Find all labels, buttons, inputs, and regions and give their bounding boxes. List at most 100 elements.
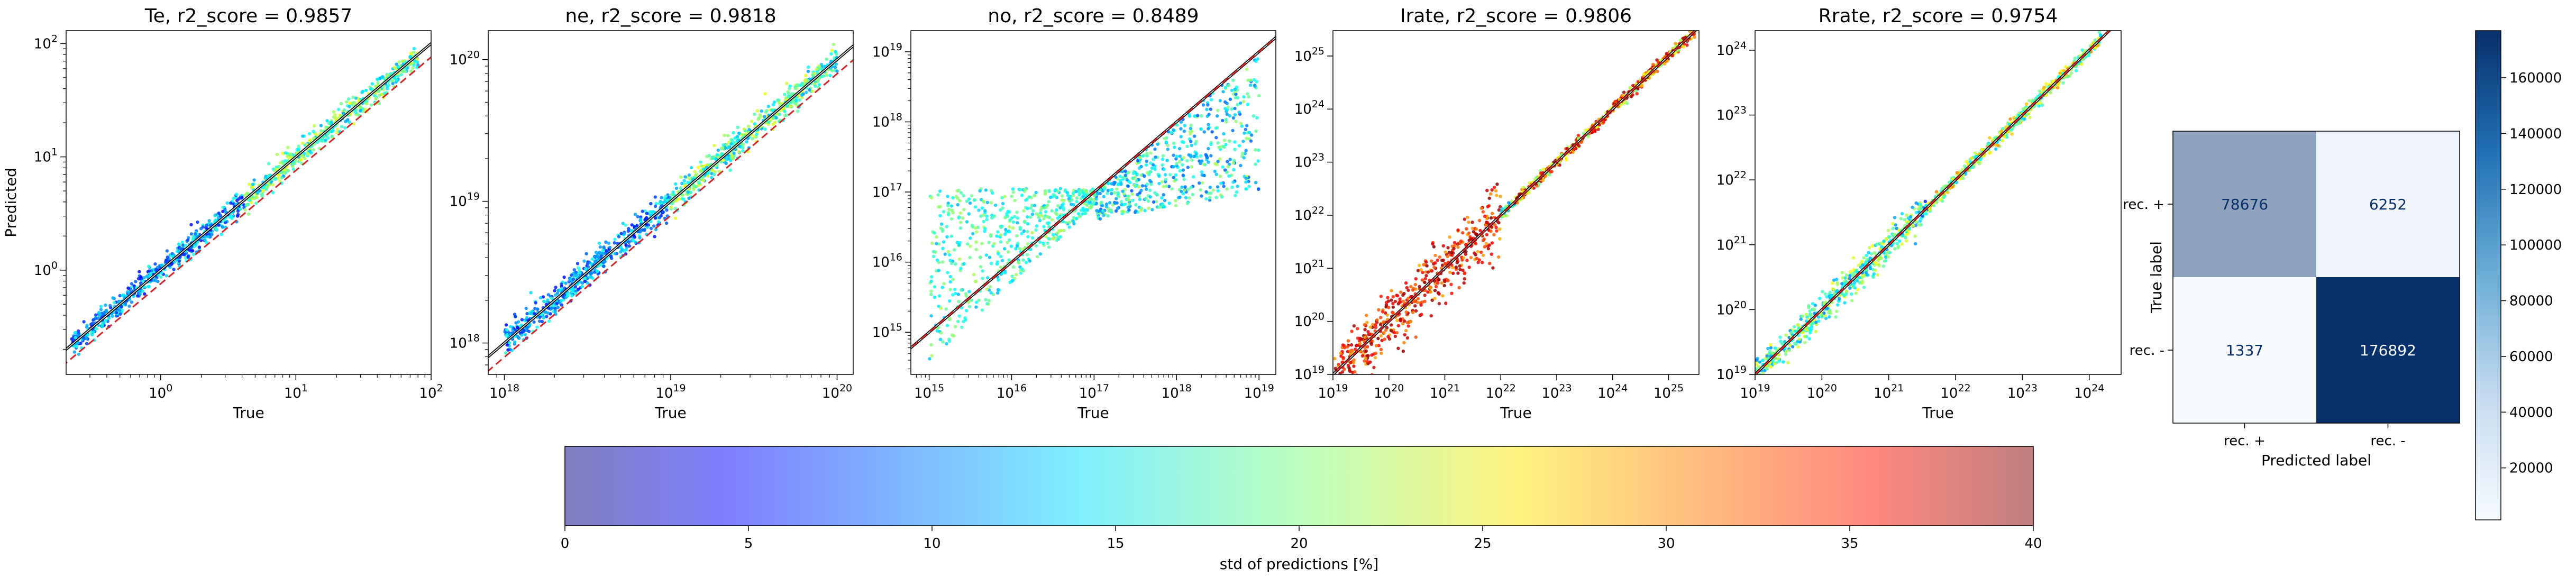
- scatter-point: [960, 288, 963, 292]
- scatter-point: [1384, 303, 1389, 307]
- scatter-point: [2000, 139, 2005, 143]
- scatter-point: [1401, 299, 1405, 303]
- scatter-point: [535, 325, 539, 329]
- scatter-point: [1377, 308, 1381, 312]
- scatter-point: [945, 235, 949, 239]
- scatter-point: [957, 243, 961, 247]
- scatter-point: [1440, 263, 1445, 267]
- scatter-point: [1498, 227, 1502, 231]
- scatter-point: [1682, 45, 1685, 49]
- scatter-point: [275, 152, 279, 157]
- scatter-point: [1031, 209, 1035, 213]
- scatter-point: [1243, 152, 1247, 155]
- scatter-point: [369, 87, 373, 91]
- scatter-point: [1914, 210, 1919, 214]
- scatter-point: [1033, 194, 1037, 198]
- scatter-point: [1166, 148, 1170, 151]
- scatter-point: [1348, 379, 1351, 382]
- scatter-point: [805, 90, 808, 94]
- scatter-point: [1194, 152, 1199, 155]
- scatter-point: [1244, 127, 1247, 132]
- scatter-point: [1423, 299, 1427, 304]
- scatter-point: [1358, 342, 1362, 345]
- scatter-point: [352, 122, 356, 126]
- scatter-point: [1204, 190, 1208, 194]
- scatter-point: [213, 214, 217, 218]
- scatter-point: [727, 140, 731, 144]
- scatter-point: [986, 276, 990, 280]
- scatter-point: [1236, 103, 1240, 107]
- y-tick-label: 1025: [1294, 45, 1324, 65]
- scatter-point: [1463, 271, 1467, 275]
- scatter-point: [633, 235, 637, 239]
- panel-title: ne, r2_score = 0.9818: [565, 5, 776, 27]
- scatter-point: [245, 191, 249, 195]
- scatter-point: [745, 140, 748, 144]
- fit-lines: [488, 44, 853, 372]
- scatter-point: [934, 250, 937, 254]
- scatter-point: [1108, 201, 1112, 205]
- scatter-point: [333, 113, 337, 117]
- scatter-point: [1462, 281, 1466, 285]
- scatter-point: [1486, 247, 1490, 251]
- scatter-point: [1145, 187, 1148, 191]
- scatter-point: [969, 236, 972, 240]
- scatter-point: [1425, 264, 1429, 268]
- scatter-point: [1379, 334, 1383, 338]
- scatter-point: [1106, 214, 1110, 218]
- scatter-point: [710, 176, 714, 179]
- scatter-point: [1098, 191, 1102, 196]
- scatter-point: [803, 74, 808, 78]
- scatter-point: [556, 306, 560, 309]
- scatter-point: [1010, 274, 1014, 278]
- scatter-point: [1477, 218, 1482, 223]
- scatter-point: [1045, 215, 1049, 218]
- scatter-point: [938, 189, 942, 193]
- scatter-point: [1016, 216, 1020, 220]
- scatter-point: [291, 167, 295, 171]
- scatter-point: [770, 108, 774, 112]
- scatter-point: [1179, 120, 1183, 124]
- scatter-point: [165, 249, 169, 253]
- scatter-point: [1191, 193, 1194, 196]
- scatter-point: [988, 285, 992, 289]
- scatter-point: [153, 262, 157, 266]
- scatter-point: [1442, 278, 1446, 282]
- scatter-point: [1385, 300, 1389, 305]
- scatter-point: [1167, 185, 1171, 188]
- scatter-point: [248, 182, 251, 186]
- scatter-point: [815, 67, 819, 71]
- scatter-point: [693, 170, 697, 173]
- scatter-point: [1116, 206, 1120, 210]
- scatter-point: [1056, 235, 1060, 239]
- scatter-point: [947, 213, 951, 216]
- scatter-point: [1351, 361, 1356, 364]
- scatter-point: [1848, 274, 1852, 278]
- scatter-point: [1216, 185, 1220, 189]
- fit-lines: [1333, 31, 1697, 374]
- scatter-point: [1216, 108, 1220, 113]
- scatter-point: [1033, 204, 1037, 207]
- scatter-point: [1835, 278, 1839, 281]
- panel-rrate: 1019 1020 1021 1022 1023 10241019102010211022…: [1716, 5, 2122, 422]
- scatter-point: [968, 201, 972, 205]
- scatter-point: [1565, 158, 1568, 162]
- scatter-point: [1823, 292, 1827, 296]
- scatter-point: [215, 227, 218, 231]
- scatter-point: [1380, 351, 1383, 355]
- scatter-point: [353, 110, 358, 114]
- scatter-point: [1482, 237, 1486, 241]
- scatter-point: [967, 290, 971, 294]
- scatter-point: [949, 217, 954, 221]
- scatter-point: [1391, 305, 1395, 309]
- scatter-point: [1451, 271, 1455, 275]
- scatter-point: [1233, 140, 1237, 144]
- scatter-point: [1199, 154, 1203, 158]
- scatter-point: [1071, 219, 1075, 223]
- scatter-point: [967, 305, 972, 308]
- scatter-point: [1121, 189, 1125, 193]
- scatter-point: [505, 328, 509, 332]
- scatter-point: [1391, 301, 1395, 306]
- scatter-point: [160, 263, 163, 267]
- scatter-point: [1246, 78, 1250, 83]
